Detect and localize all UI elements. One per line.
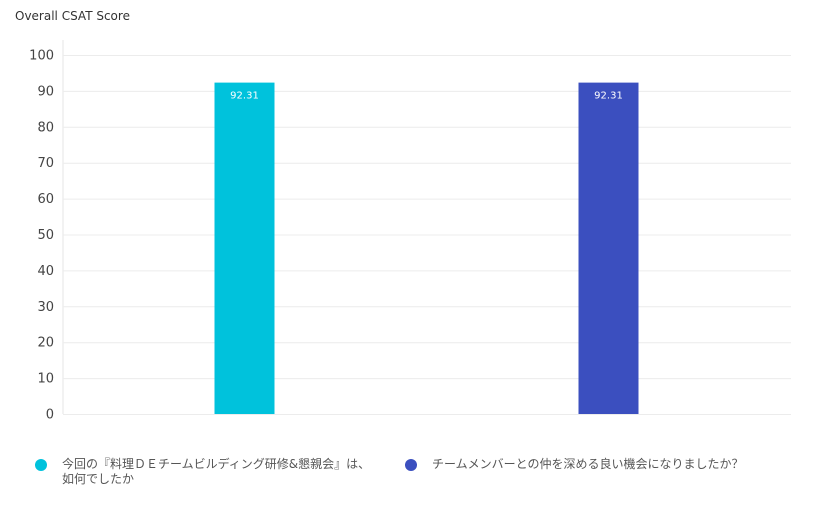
- y-tick-label-70: 70: [37, 156, 54, 171]
- legend-swatch-series-2: [405, 459, 417, 471]
- bar-series-2: [578, 82, 639, 414]
- legend: 今回の『料理ＤＥチームビルディング研修&懇親会』は、如何でしたか チームメンバー…: [0, 456, 816, 506]
- y-tick-label-40: 40: [37, 264, 54, 279]
- data-label-series-1: 92.31: [230, 91, 259, 102]
- y-tick-label-10: 10: [37, 372, 54, 387]
- y-tick-label-20: 20: [37, 336, 54, 351]
- legend-label-series-1: 今回の『料理ＤＥチームビルディング研修&懇親会』は、如何でしたか: [62, 457, 371, 486]
- bar-series-1: [214, 82, 275, 414]
- y-tick-label-100: 100: [29, 49, 54, 64]
- y-tick-label-90: 90: [37, 84, 54, 99]
- bar-chart: 0 10 20 30 40 50 60 70 80 90 100 92.31 92.31: [29, 40, 791, 423]
- y-tick-label-0: 0: [46, 408, 54, 423]
- y-tick-label-50: 50: [37, 228, 54, 243]
- y-tick-label-60: 60: [37, 192, 54, 207]
- legend-swatch-series-1: [35, 459, 47, 471]
- y-tick-label-30: 30: [37, 300, 54, 315]
- chart-title: Overall CSAT Score: [15, 9, 130, 23]
- data-label-series-2: 92.31: [594, 91, 623, 102]
- y-tick-label-80: 80: [37, 120, 54, 135]
- legend-label-series-2: チームメンバーとの仲を深める良い機会になりましたか？: [432, 457, 744, 471]
